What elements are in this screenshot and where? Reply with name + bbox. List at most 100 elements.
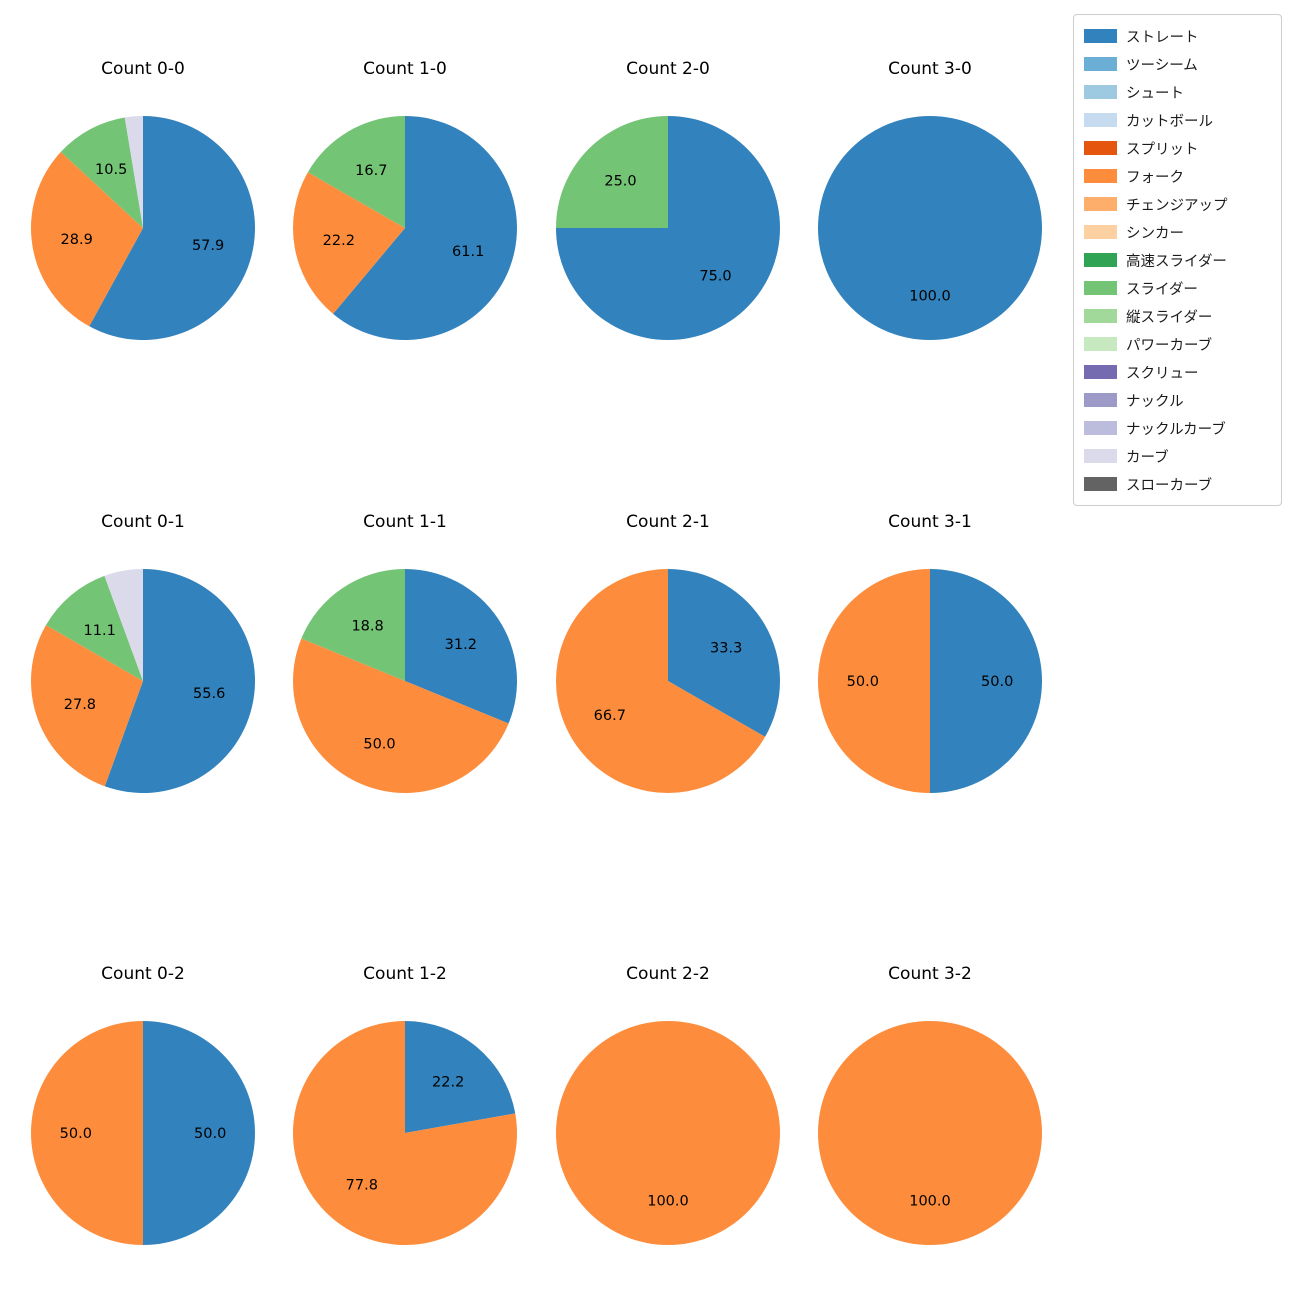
pie-chart-count-2-2: Count 2-2 100.0: [556, 964, 780, 1245]
pie-chart-count-3-1: Count 3-1 50.0 50.0: [818, 512, 1042, 793]
pie-slice: [307, 116, 405, 228]
pie-percent-label: 27.8: [64, 697, 96, 713]
pie-percent-label: 55.6: [193, 686, 225, 702]
chart-title: Count 1-1: [363, 512, 447, 532]
pie-slice: [30, 151, 143, 327]
pie-chart-count-2-1: Count 2-1 33.3 66.7: [555, 512, 780, 794]
pie-slice: [104, 569, 256, 793]
legend-swatch-icon: [1084, 197, 1117, 211]
pie-percent-label: 50.0: [847, 674, 879, 690]
legend-swatch-icon: [1084, 169, 1117, 183]
pie-slice: [405, 568, 518, 724]
legend-item: フォーク: [1084, 162, 1271, 190]
legend-label: ナックル: [1126, 393, 1184, 410]
legend-swatch-icon: [1084, 225, 1117, 239]
chart-title: Count 1-2: [363, 964, 447, 984]
pie-slice: [31, 625, 144, 787]
pie-slice: [333, 116, 517, 341]
pie-percent-label: 22.2: [323, 233, 355, 249]
legend-swatch-icon: [1084, 281, 1117, 295]
legend-swatch-icon: [1084, 449, 1117, 463]
pie-slice: [556, 1021, 780, 1245]
pie-slice: [292, 172, 405, 314]
pie-slice: [555, 569, 766, 794]
chart-title: Count 0-2: [101, 964, 185, 984]
legend-label: スライダー: [1126, 281, 1198, 298]
legend-swatch-icon: [1084, 113, 1117, 127]
legend-label: チェンジアップ: [1126, 197, 1228, 214]
pie-slice: [818, 1021, 1042, 1245]
legend-item: スローカーブ: [1084, 470, 1271, 498]
legend-label: ストレート: [1126, 29, 1199, 46]
legend-label: シンカー: [1126, 225, 1184, 242]
pie-chart-count-0-1: Count 0-1 55.6 27.8 11.1: [31, 512, 256, 793]
pie-percent-label: 28.9: [61, 232, 93, 248]
pie-slice: [556, 116, 668, 228]
pie-slice: [143, 1021, 255, 1245]
legend-label: スローカーブ: [1126, 477, 1213, 494]
legend-label: ナックルカーブ: [1126, 421, 1226, 438]
pie-percent-label: 31.2: [445, 637, 477, 653]
legend-item: ナックル: [1084, 386, 1271, 414]
legend-label: フォーク: [1126, 169, 1184, 186]
legend-item: スクリュー: [1084, 358, 1271, 386]
pie-percent-label: 100.0: [909, 1193, 951, 1209]
legend-label: スクリュー: [1126, 365, 1199, 382]
legend-label: カットボール: [1126, 113, 1213, 130]
pie-slice: [818, 116, 1042, 340]
chart-title: Count 3-2: [888, 964, 972, 984]
legend-swatch-icon: [1084, 85, 1117, 99]
legend-label: スプリット: [1126, 141, 1199, 158]
pie-percent-label: 33.3: [710, 641, 742, 657]
chart-title: Count 1-0: [363, 59, 447, 79]
legend: ストレートツーシームシュートカットボール スプリットフォークチェンジアップ シンカー…: [1073, 14, 1282, 506]
pie-slice: [930, 569, 1042, 793]
legend-label: ツーシーム: [1126, 57, 1198, 74]
pie-percent-label: 10.5: [95, 162, 127, 178]
pie-percent-label: 100.0: [647, 1193, 689, 1209]
pie-chart-count-0-0: Count 0-0 57.9 28.9 10.5: [30, 59, 255, 340]
pie-percent-label: 50.0: [981, 674, 1013, 690]
legend-label: 高速スライダー: [1126, 253, 1227, 270]
legend-label: 縦スライダー: [1126, 309, 1213, 326]
legend-item: パワーカーブ: [1084, 330, 1271, 358]
pie-percent-label: 61.1: [452, 244, 484, 260]
legend-swatch-icon: [1084, 141, 1117, 155]
pie-slice: [405, 1021, 516, 1133]
chart-title: Count 3-1: [888, 512, 972, 532]
pie-slice: [124, 116, 143, 228]
pie-slice: [818, 569, 930, 793]
pie-chart-count-0-2: Count 0-2 50.0 50.0: [31, 964, 255, 1245]
chart-title: Count 2-1: [626, 512, 710, 532]
pie-percent-label: 11.1: [84, 623, 116, 639]
pie-percent-label: 50.0: [60, 1126, 92, 1142]
legend-label: シュート: [1126, 85, 1184, 102]
legend-swatch-icon: [1084, 309, 1117, 323]
chart-title: Count 2-2: [626, 964, 710, 984]
legend-swatch-icon: [1084, 477, 1117, 491]
chart-title: Count 0-1: [101, 512, 185, 532]
pie-chart-count-2-0: Count 2-0 75.0 25.0: [556, 59, 780, 340]
legend-swatch-icon: [1084, 29, 1117, 43]
legend-swatch-icon: [1084, 57, 1117, 71]
pie-percent-label: 16.7: [355, 163, 387, 179]
pie-percent-label: 66.7: [594, 708, 626, 724]
legend-item: スプリット: [1084, 134, 1271, 162]
pie-chart-count-1-2: Count 1-2 22.2 77.8: [292, 964, 517, 1245]
legend-item: シュート: [1084, 78, 1271, 106]
pie-slice: [293, 638, 509, 793]
pie-slice: [292, 1021, 517, 1245]
legend-swatch-icon: [1084, 337, 1117, 351]
pie-chart-count-3-2: Count 3-2 100.0: [818, 964, 1042, 1245]
chart-title: Count 2-0: [626, 59, 710, 79]
legend-item: チェンジアップ: [1084, 190, 1271, 218]
pie-percent-label: 100.0: [909, 288, 951, 304]
legend-item: ツーシーム: [1084, 50, 1271, 78]
pie-percent-label: 50.0: [363, 736, 395, 752]
legend-item: ナックルカーブ: [1084, 414, 1271, 442]
legend-item: カーブ: [1084, 442, 1271, 470]
legend-swatch-icon: [1084, 253, 1117, 267]
legend-item: ストレート: [1084, 22, 1271, 50]
